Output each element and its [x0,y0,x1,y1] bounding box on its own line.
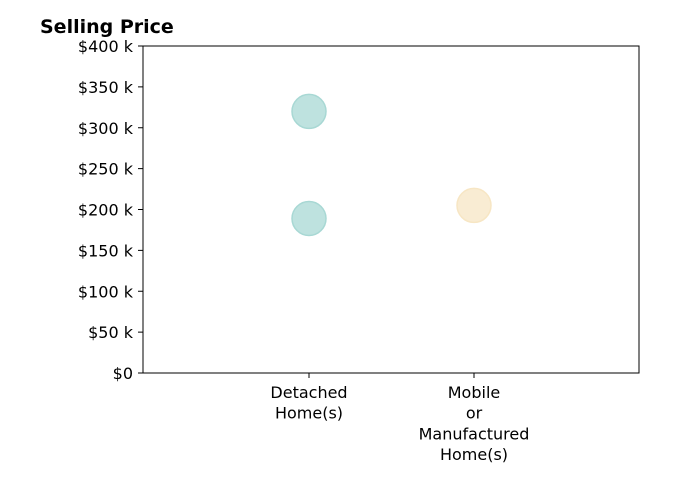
chart-title: Selling Price [40,16,174,38]
x-axis: Detached Home(s) Mobile or Manufactured Home(… [270,373,529,464]
y-tick-label: $200 k [78,201,134,220]
points [291,93,492,237]
y-tick-label: $150 k [78,241,134,260]
y-tick-label: $350 k [78,78,134,97]
y-tick-label: $0 [113,364,133,383]
y-tick-label: $250 k [78,160,134,179]
y-tick-label: $400 k [78,37,134,56]
data-point [291,200,327,237]
data-point [456,187,492,224]
x-tick-label: Detached Home(s) [270,383,347,423]
y-tick-label: $50 k [88,323,134,342]
plot-area [142,45,640,374]
data-point [291,93,327,130]
y-tick-label: $100 k [78,282,134,301]
x-tick-label: Mobile or Manufactured Home(s) [419,383,530,464]
y-tick-label: $300 k [78,119,134,138]
y-axis: $0 $50 k $100 k $150 k $200 k $250 k $300 k $35… [78,37,143,383]
